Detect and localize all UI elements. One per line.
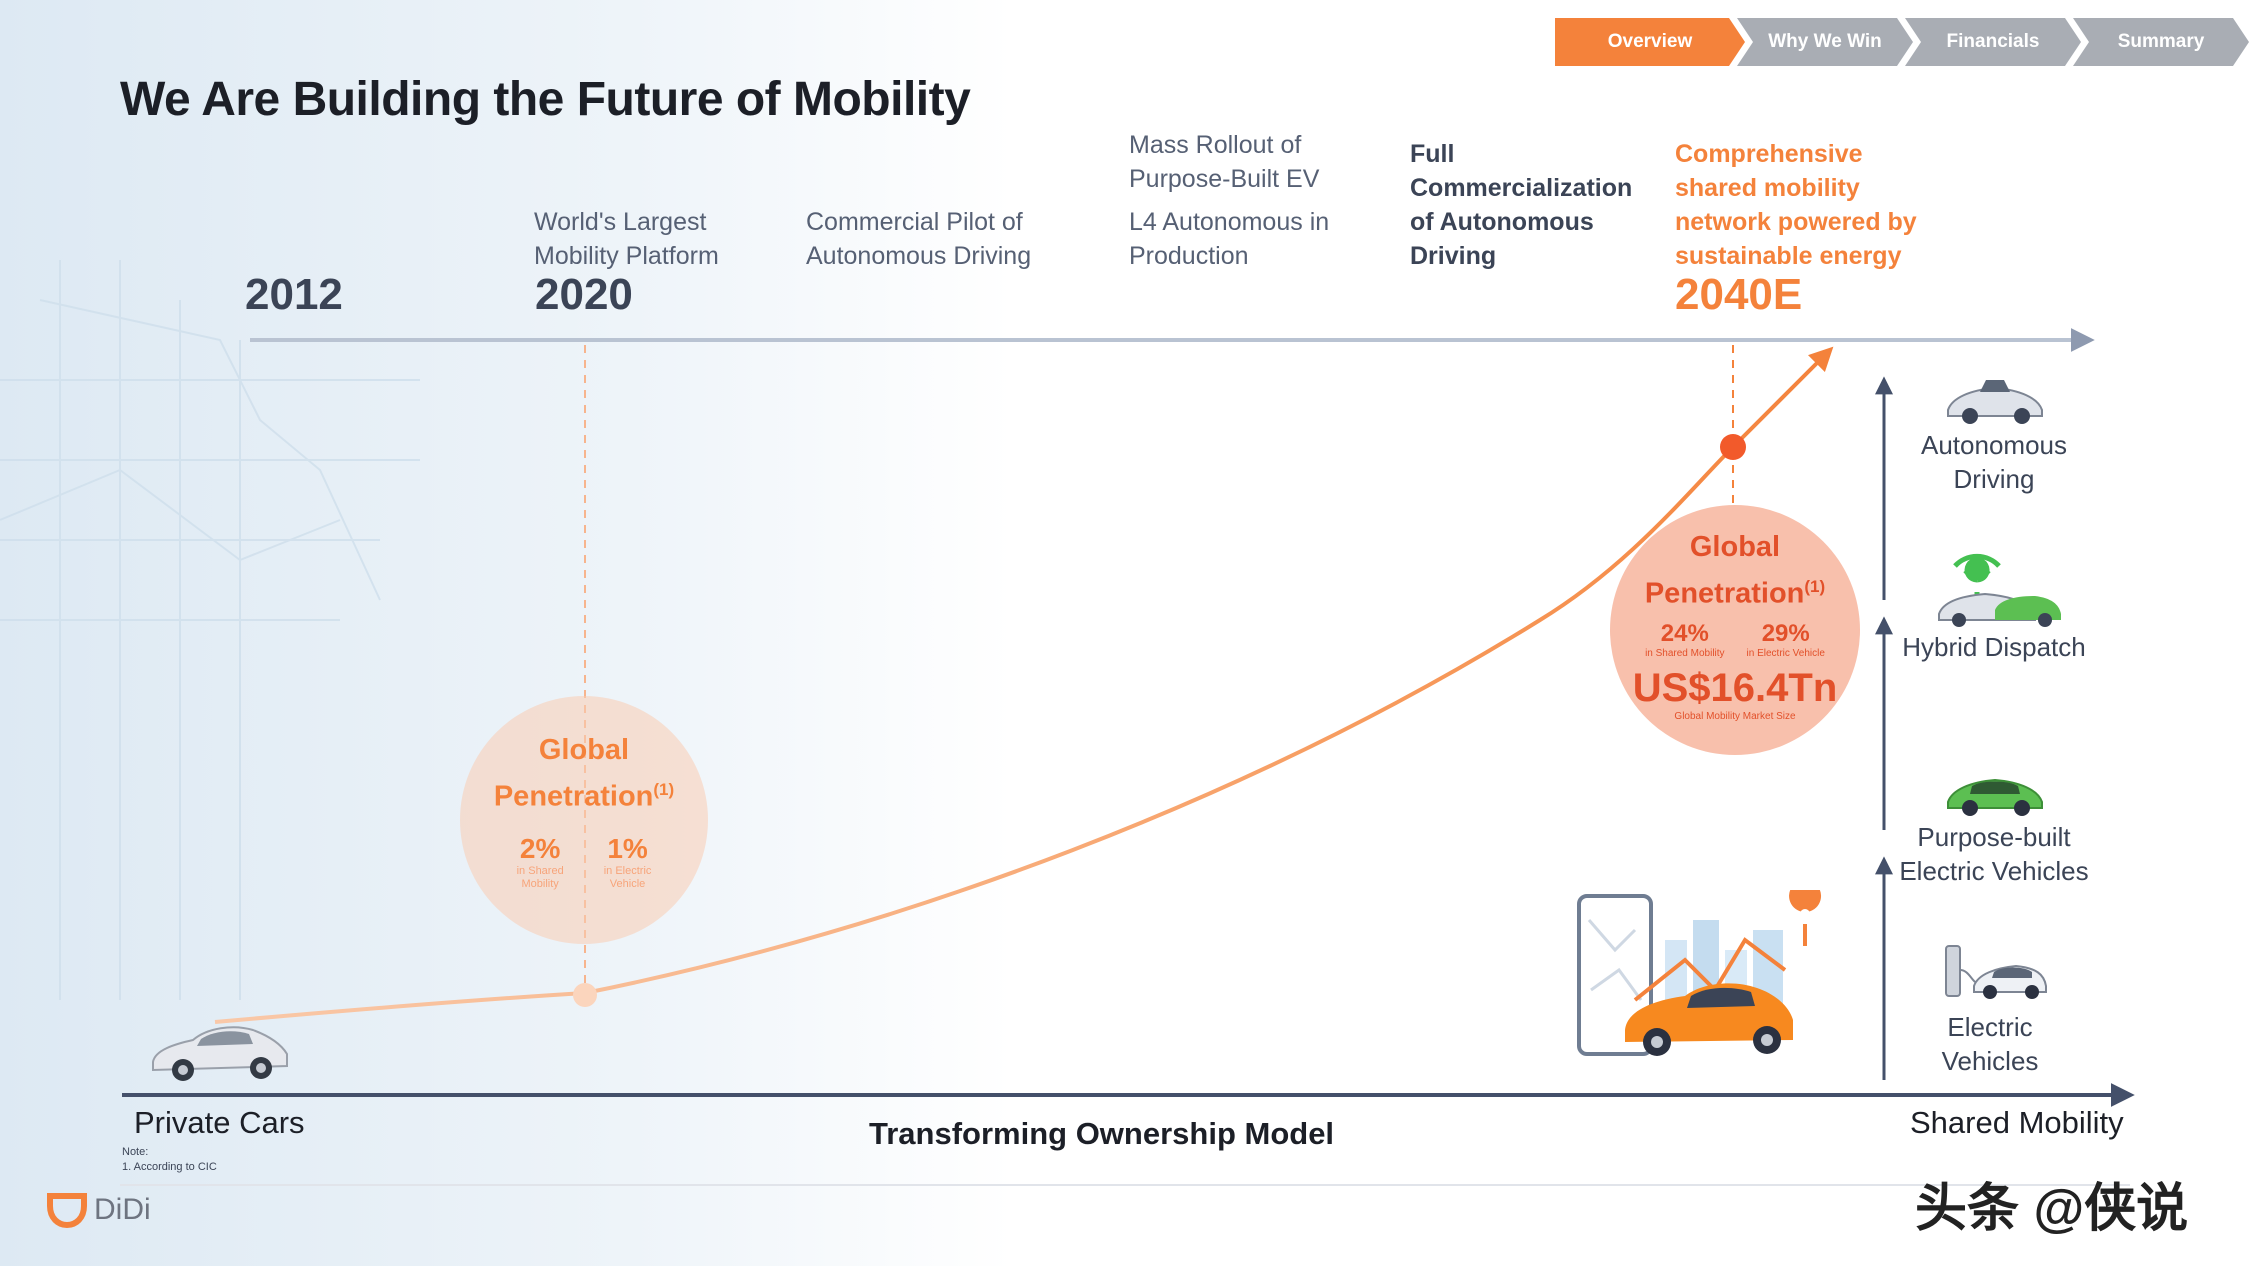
didi-logo: DiDi: [46, 1192, 151, 1228]
axis-center-label: Transforming Ownership Model: [869, 1116, 1335, 1151]
year-2020: 2020: [535, 270, 633, 319]
penetration-2040-title: Global: [1689, 531, 1781, 563]
penetration-2020-circle: Global Penetration(1) 2% in Shared Mobil…: [460, 696, 708, 944]
didi-logo-icon: [47, 1193, 87, 1228]
stat-shared-2040: 24% in Shared Mobility: [1645, 619, 1725, 659]
milestone-full-commercialization: Full Commercialization of Autonomous Drivi…: [1410, 140, 1633, 270]
tab-why-we-win[interactable]: Why We Win: [1737, 18, 1913, 66]
hybrid-dispatch-icon: [1938, 553, 2061, 627]
penetration-2040-label: Penetration: [1644, 577, 1805, 610]
milestone-commercial-pilot: Commercial Pilot of Autonomous Driving: [806, 208, 1032, 270]
penetration-2020-title: Global: [538, 734, 630, 766]
charging-car-icon: [1945, 945, 2047, 999]
axis-right-label: Shared Mobility: [1910, 1105, 2124, 1140]
milestone-l4-autonomous: L4 Autonomous in Production: [1129, 208, 1330, 270]
footnote-ref: (1): [653, 780, 675, 799]
footnote: Note: 1. According to CIC: [122, 1146, 217, 1173]
page-title: We Are Building the Future of Mobility: [120, 73, 971, 126]
stack-label-autonomous: Autonomous Driving: [1921, 430, 2067, 494]
market-size-note: Global Mobility Market Size: [1674, 710, 1796, 722]
axis-left-label: Private Cars: [134, 1105, 305, 1140]
tab-overview[interactable]: Overview: [1555, 18, 1745, 66]
stat-ev-2020: 1% in Electric Vehicle: [603, 832, 652, 890]
footnote-ref: (1): [1804, 577, 1826, 596]
penetration-2040-circle: Global Penetration(1) 24% in Shared Mobi…: [1610, 505, 1860, 755]
penetration-2020-label: Penetration: [493, 780, 654, 813]
watermark: 头条 @侠说: [1915, 1180, 2189, 1238]
ride-hailing-illustration: [1577, 890, 1822, 1056]
year-2040e: 2040E: [1675, 270, 1803, 319]
stack-label-hybrid-dispatch: Hybrid Dispatch: [1902, 632, 2086, 662]
milestone-mass-rollout-ev: Mass Rollout of Purpose-Built EV: [1129, 131, 1320, 193]
year-2012: 2012: [245, 270, 343, 319]
tab-summary[interactable]: Summary: [2073, 18, 2249, 66]
green-ev-icon: [1947, 778, 2043, 816]
didi-logo-text: DiDi: [94, 1193, 151, 1226]
autonomous-car-icon: [1947, 380, 2043, 424]
milestone-largest-platform: World's Largest Mobility Platform: [534, 208, 719, 270]
private-car-icon: [152, 1026, 288, 1081]
market-size-value: US$16.4Tn: [1632, 665, 1838, 710]
milestone-comprehensive-network: Comprehensive shared mobility network pow…: [1675, 140, 1917, 270]
tab-financials[interactable]: Financials: [1905, 18, 2081, 66]
stat-shared-2020: 2% in Shared Mobility: [516, 832, 564, 890]
stack-label-purpose-built-ev: Purpose-built Electric Vehicles: [1899, 822, 2089, 886]
stat-ev-2040: 29% in Electric Vehicle: [1746, 619, 1825, 659]
section-nav: Overview Why We Win Financials Summary: [1555, 18, 2241, 66]
stack-label-electric-vehicles: Electric Vehicles: [1941, 1012, 2039, 1076]
